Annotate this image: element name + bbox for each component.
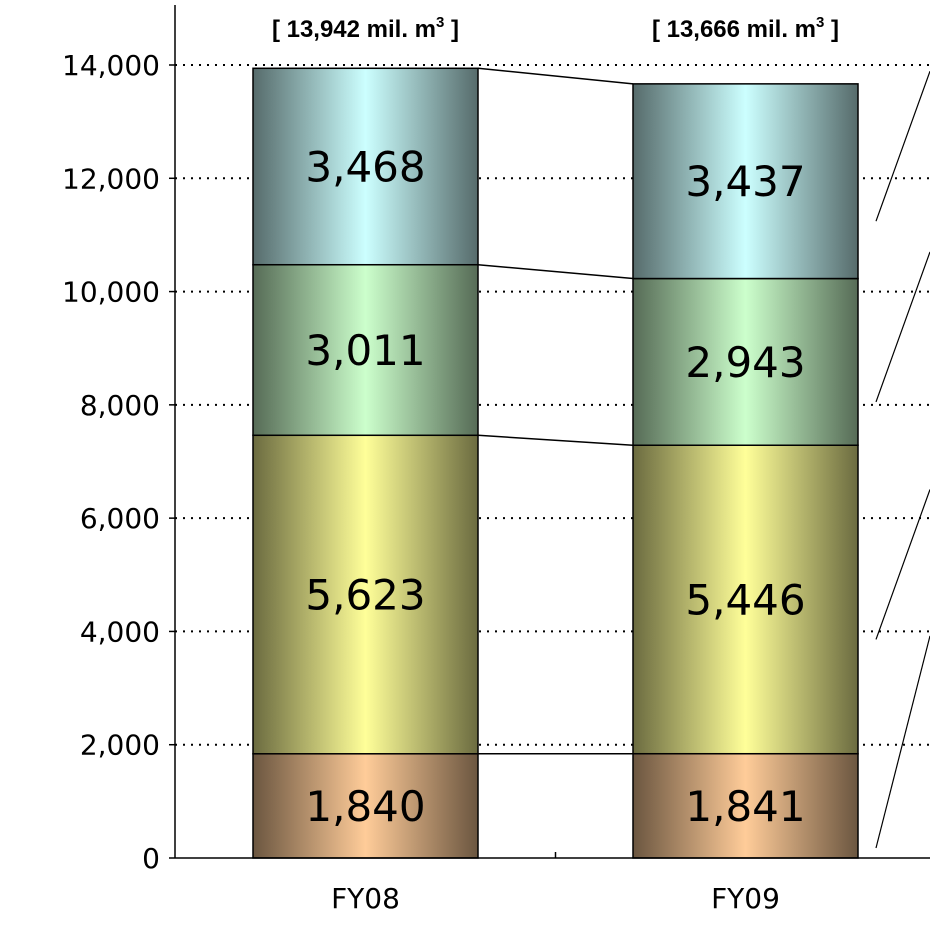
- leader-lines: [875, 70, 930, 849]
- bar-segment: [252, 753, 479, 859]
- labels: 0 2,000 4,000 6,000 8,000 10,000 12,000 14,000 1…: [62, 14, 839, 915]
- y-tick-label: 6,000: [80, 502, 160, 535]
- data-label: 2,943: [685, 338, 805, 387]
- leader-line: [875, 635, 930, 849]
- bar-segment: [632, 83, 859, 280]
- x-tick-label: FY08: [331, 882, 400, 915]
- leader-line: [875, 489, 930, 640]
- bars: [252, 67, 859, 859]
- bar-segment: [632, 277, 859, 446]
- bar-segment: [252, 67, 479, 266]
- gridlines: [175, 64, 930, 746]
- connector-lines: [477, 67, 634, 755]
- bar-segment: [252, 263, 479, 437]
- y-tick-label: 14,000: [62, 49, 160, 82]
- data-label: 3,437: [685, 157, 805, 206]
- data-label: 5,623: [305, 571, 425, 620]
- y-tick-label: 8,000: [80, 389, 160, 422]
- axes: [169, 5, 930, 859]
- x-tick-label: FY09: [711, 882, 780, 915]
- data-label: 3,011: [305, 326, 425, 375]
- y-tick-label: 0: [142, 842, 160, 875]
- y-tick-label: 12,000: [62, 162, 160, 195]
- data-label: 5,446: [685, 575, 805, 624]
- y-tick-label: 2,000: [80, 729, 160, 762]
- data-label: 1,841: [685, 782, 805, 831]
- data-label: 3,468: [305, 143, 425, 192]
- leader-line: [875, 251, 930, 403]
- connector-line: [477, 67, 634, 85]
- data-label: 1,840: [305, 782, 425, 831]
- leader-line: [875, 70, 930, 222]
- connector-line: [477, 263, 634, 280]
- total-label: [ 13,942 mil. m3 ]: [272, 14, 459, 43]
- y-tick-label: 10,000: [62, 276, 160, 309]
- bar-segment: [252, 434, 479, 755]
- y-tick-label: 4,000: [80, 615, 160, 648]
- total-label: [ 13,666 mil. m3 ]: [652, 14, 839, 43]
- connector-line: [477, 434, 634, 446]
- bar-segment: [632, 752, 859, 859]
- bar-segment: [632, 444, 859, 755]
